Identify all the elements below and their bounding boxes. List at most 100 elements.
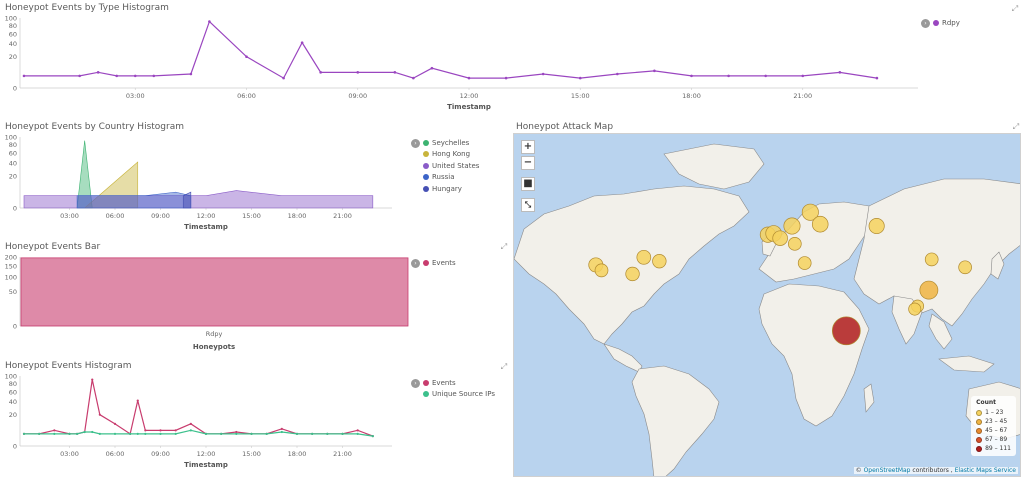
type-histogram-title: Honeypot Events by Type Histogram: [5, 3, 169, 13]
country-legend-item[interactable]: Hong Kong: [423, 149, 479, 161]
data-point: [53, 432, 56, 435]
country-legend-toggle-icon[interactable]: ›: [411, 139, 420, 148]
x-tick-label: 09:00: [348, 92, 367, 100]
attribution-copyright: ©: [855, 467, 862, 474]
world-map-canvas[interactable]: [514, 134, 1021, 477]
events-legend-item[interactable]: Events: [423, 377, 495, 389]
map-legend-item: 1 – 23: [976, 408, 1011, 417]
attack-marker: [636, 249, 652, 265]
y-tick-label: 150: [5, 263, 17, 271]
legend-label: Events: [432, 258, 456, 267]
data-point: [300, 41, 304, 44]
series-line-events: [24, 379, 374, 437]
events-legend-item[interactable]: Unique Source IPs: [423, 389, 495, 401]
x-axis-title: Honeypots: [193, 343, 235, 351]
map-legend-item: 89 – 111: [976, 444, 1011, 453]
attack-map-expand-icon[interactable]: ⤢: [1012, 122, 1020, 131]
data-point: [280, 430, 283, 434]
data-point: [727, 74, 730, 78]
data-point: [341, 432, 344, 435]
country-legend-item[interactable]: Seychelles: [423, 137, 479, 149]
data-point: [174, 429, 177, 432]
x-tick-label: 18:00: [288, 450, 307, 458]
country-legend-item[interactable]: Russia: [423, 172, 479, 184]
country-legend-item[interactable]: Hungary: [423, 183, 479, 195]
data-point: [113, 432, 117, 435]
data-point: [115, 74, 119, 78]
zoom-out-button[interactable]: −: [521, 156, 535, 170]
type-legend-item[interactable]: Rdpy: [933, 17, 960, 29]
attack-marker: [783, 217, 801, 235]
attack-map-title: Honeypot Attack Map: [516, 122, 614, 132]
legend-label: Events: [432, 378, 456, 387]
y-tick-label: 200: [5, 254, 17, 262]
data-point: [250, 432, 253, 435]
data-point: [144, 432, 147, 435]
events-histogram-expand-icon[interactable]: ⤢: [500, 362, 508, 371]
type-legend-toggle-icon[interactable]: ›: [921, 19, 930, 28]
data-point: [265, 432, 268, 435]
x-tick-label: 06:00: [106, 212, 125, 220]
attack-marker: [958, 260, 972, 275]
attack-map[interactable]: + − ■ ⤡ Count 1 – 23 23 – 45 45 – 67 67 – 8…: [513, 133, 1021, 477]
data-point: [235, 430, 238, 434]
type-histogram-expand-icon[interactable]: ⤢: [1011, 4, 1019, 13]
attack-marker: [594, 263, 609, 278]
events-bar-legend: Events: [423, 257, 456, 269]
legend-swatch-icon: [423, 185, 429, 192]
x-tick-label: 06:00: [237, 92, 256, 100]
data-point: [159, 429, 162, 432]
data-point: [245, 55, 248, 58]
x-tick-label: 15:00: [242, 212, 261, 220]
attack-marker: [797, 256, 812, 270]
data-point: [78, 74, 81, 78]
bar-legend-toggle-icon[interactable]: ›: [411, 259, 420, 268]
y-tick-label: 60: [9, 388, 17, 396]
data-point: [22, 74, 26, 78]
osm-link[interactable]: OpenStreetMap: [863, 467, 911, 474]
data-point: [653, 69, 656, 73]
map-legend-item: 23 – 45: [976, 417, 1011, 426]
bar-legend-item[interactable]: Events: [423, 257, 456, 269]
map-legend-item: 67 – 89: [976, 435, 1011, 444]
x-tick-label: 12:00: [197, 212, 216, 220]
data-point: [356, 71, 360, 74]
data-point: [412, 76, 415, 80]
data-point: [616, 72, 619, 76]
draw-rectangle-icon[interactable]: ■: [521, 177, 535, 191]
type-histogram-legend: Rdpy: [933, 17, 960, 29]
data-point: [136, 432, 139, 435]
zoom-in-button[interactable]: +: [521, 140, 535, 154]
attack-marker: [908, 302, 922, 316]
fit-data-bounds-icon[interactable]: ⤡: [521, 198, 535, 212]
country-legend-item[interactable]: United States: [423, 160, 479, 172]
events-histogram-title: Honeypot Events Histogram: [5, 361, 132, 371]
data-point: [371, 435, 374, 438]
x-tick-label: Rdpy: [206, 330, 223, 338]
series-line-rdpy: [24, 20, 878, 79]
data-point: [75, 432, 79, 435]
data-point: [204, 432, 208, 435]
data-point: [22, 432, 26, 435]
data-point: [83, 430, 86, 434]
madagascar-landmass: [863, 383, 875, 413]
map-attribution: © OpenStreetMap contributors , Elastic M…: [853, 467, 1018, 474]
legend-swatch-icon: [423, 379, 429, 386]
attack-marker: [831, 316, 861, 346]
data-point: [393, 71, 397, 74]
events-legend-toggle-icon[interactable]: ›: [411, 379, 420, 388]
map-legend-swatch-icon: [976, 436, 983, 443]
data-point: [91, 378, 94, 381]
attack-marker: [868, 217, 885, 235]
data-point: [319, 71, 322, 74]
y-tick-label: 50: [9, 288, 17, 296]
data-point: [98, 413, 101, 416]
data-point: [235, 432, 238, 435]
data-point: [838, 71, 842, 74]
x-tick-label: 21:00: [333, 212, 352, 220]
events-bar-expand-icon[interactable]: ⤢: [500, 242, 508, 251]
ems-link[interactable]: Elastic Maps Service: [954, 467, 1016, 474]
y-tick-label: 20: [9, 173, 17, 181]
